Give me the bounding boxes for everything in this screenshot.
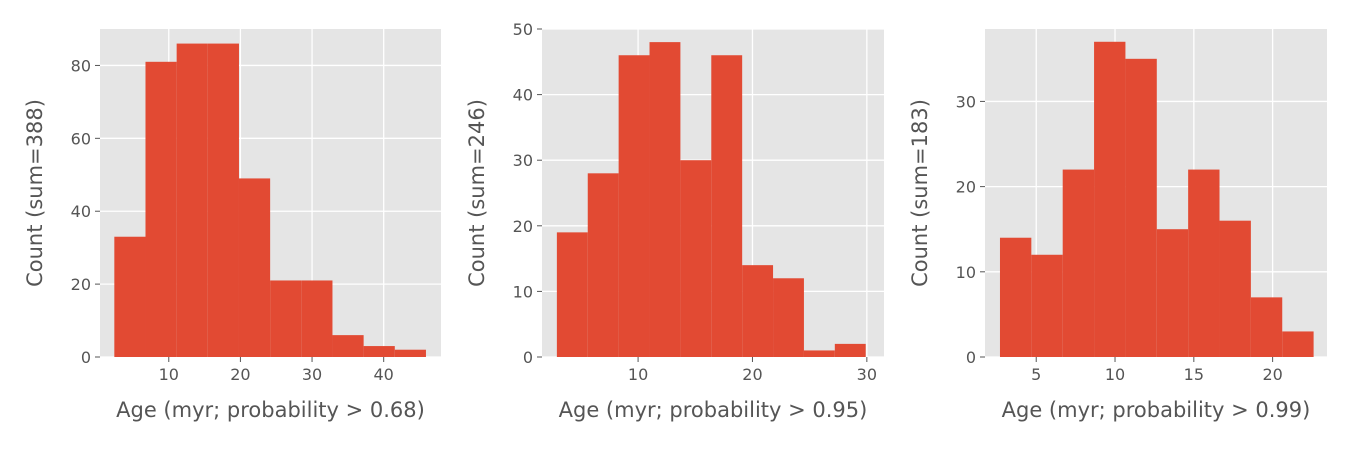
histogram-bar bbox=[332, 335, 364, 357]
y-axis-title: Count (sum=183) bbox=[908, 99, 932, 287]
histogram-bar bbox=[742, 265, 774, 357]
y-tick-label: 0 bbox=[81, 348, 91, 367]
x-axis-title: Age (myr; probability > 0.95) bbox=[559, 398, 868, 422]
y-tick-label: 20 bbox=[71, 275, 91, 294]
y-tick-label: 0 bbox=[966, 348, 976, 367]
x-tick-label: 20 bbox=[742, 365, 762, 384]
histogram-bar bbox=[711, 55, 743, 358]
histogram-bar bbox=[556, 232, 588, 357]
histogram-bar bbox=[999, 237, 1032, 357]
y-axis-title: Count (sum=388) bbox=[23, 99, 47, 287]
histogram-bar bbox=[680, 160, 712, 357]
x-tick-label: 10 bbox=[1105, 365, 1125, 384]
x-tick-label: 10 bbox=[628, 365, 648, 384]
histogram-bar bbox=[649, 42, 681, 358]
y-tick-label: 60 bbox=[71, 129, 91, 148]
histogram-bar bbox=[773, 278, 804, 357]
y-tick-label: 20 bbox=[513, 217, 533, 236]
histogram-bar bbox=[270, 280, 302, 357]
histogram-bar bbox=[114, 236, 146, 357]
y-tick-label: 30 bbox=[513, 151, 533, 170]
y-tick-label: 40 bbox=[71, 202, 91, 221]
histogram-bar bbox=[618, 55, 650, 358]
x-axis-title: Age (myr; probability > 0.99) bbox=[1002, 398, 1311, 422]
y-axis-title: Count (sum=246) bbox=[465, 99, 489, 287]
x-tick-label: 15 bbox=[1184, 365, 1204, 384]
x-tick-label: 30 bbox=[302, 365, 322, 384]
x-tick-label: 20 bbox=[230, 365, 250, 384]
histogram-panel-3: 5 10 15 20 0 10 20 30 Age (myr; probability > 0.… bbox=[908, 29, 1327, 422]
y-tick-label: 50 bbox=[513, 20, 533, 39]
histogram-bar bbox=[1156, 229, 1189, 357]
x-tick-label: 20 bbox=[1262, 365, 1282, 384]
y-tick-label: 10 bbox=[956, 263, 976, 282]
histogram-bar bbox=[1282, 331, 1314, 357]
y-tick-label: 10 bbox=[513, 282, 533, 301]
y-tick-label: 0 bbox=[523, 348, 533, 367]
y-tick-label: 30 bbox=[956, 92, 976, 111]
x-tick-label: 40 bbox=[374, 365, 394, 384]
histogram-bar bbox=[1250, 297, 1283, 357]
x-axis-title: Age (myr; probability > 0.68) bbox=[116, 398, 425, 422]
histogram-bar bbox=[1219, 220, 1251, 357]
y-tick-label: 40 bbox=[513, 86, 533, 105]
x-tick-label: 5 bbox=[1031, 365, 1041, 384]
histogram-bar bbox=[587, 173, 619, 357]
histogram-bar bbox=[1062, 169, 1095, 357]
histogram-bar bbox=[1188, 169, 1220, 357]
y-tick-label: 80 bbox=[71, 56, 91, 75]
histogram-bar bbox=[145, 61, 177, 358]
histogram-panel-2: 10 20 30 0 10 20 30 40 50 Age (myr; probability >… bbox=[465, 20, 884, 422]
histogram-bar bbox=[207, 43, 239, 357]
histogram-bar bbox=[363, 346, 395, 357]
histogram-bar bbox=[394, 349, 426, 357]
histogram-bar bbox=[1094, 41, 1126, 357]
histogram-panel-1: 10 20 30 40 0 20 40 60 80 Age (myr; probability >… bbox=[23, 29, 441, 422]
x-tick-label: 30 bbox=[857, 365, 877, 384]
histogram-bar bbox=[301, 280, 333, 357]
histogram-bar bbox=[803, 350, 835, 357]
histogram-bar bbox=[834, 343, 866, 357]
x-tick-label: 10 bbox=[159, 365, 179, 384]
histogram-bar bbox=[238, 178, 271, 357]
histogram-bar bbox=[1125, 58, 1157, 358]
histogram-bar bbox=[176, 43, 208, 357]
y-tick-label: 20 bbox=[956, 178, 976, 197]
histogram-bar bbox=[1031, 254, 1063, 357]
